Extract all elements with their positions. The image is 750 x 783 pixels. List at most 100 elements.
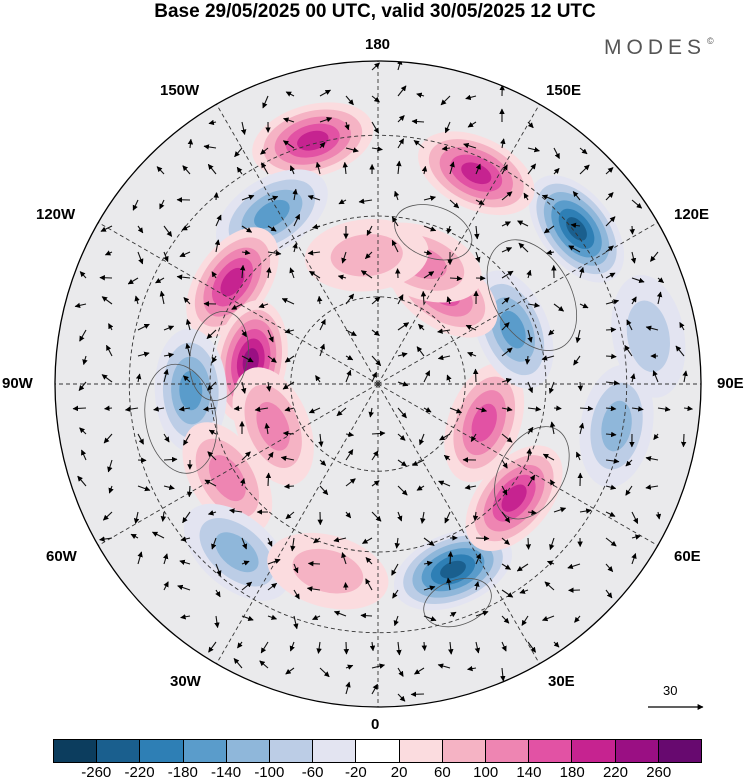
wind-vector <box>371 329 380 336</box>
wind-vector <box>241 615 254 621</box>
wind-vector <box>338 199 347 205</box>
wind-vector <box>267 582 278 591</box>
wind-vector <box>423 537 435 547</box>
map-title: Base 29/05/2025 00 UTC, valid 30/05/2025… <box>154 1 596 22</box>
wind-vector <box>475 163 481 175</box>
wind-vector <box>439 433 451 441</box>
wind-vector <box>130 533 139 540</box>
wind-vector <box>240 477 246 487</box>
colorbar-tick-label: -60 <box>301 764 324 781</box>
wind-vector <box>159 199 165 210</box>
colorbar-tick-label: -180 <box>167 764 198 781</box>
colorbar-tick-label: 180 <box>559 764 585 781</box>
wind-vector <box>397 693 406 702</box>
wind-vector <box>267 614 278 620</box>
wind-vector <box>472 511 479 522</box>
wind-vector <box>77 475 87 487</box>
wind-vector <box>631 277 645 284</box>
wind-vector <box>413 139 425 149</box>
wind-vector <box>418 323 425 331</box>
wind-vector <box>267 355 277 363</box>
wind-vector <box>572 191 581 201</box>
wind-vector <box>501 297 510 305</box>
wind-vector <box>423 249 433 256</box>
wind-vector <box>519 588 529 594</box>
wind-vector <box>605 511 616 517</box>
wind-vector <box>441 145 451 152</box>
wind-vector <box>577 381 584 392</box>
anomaly-contour <box>256 402 290 451</box>
colorbar-swatch <box>615 740 659 762</box>
wind-vector <box>280 455 295 462</box>
wind-vector <box>260 147 269 155</box>
meridian-line <box>377 383 658 546</box>
wind-vector <box>579 164 590 175</box>
wind-vector <box>285 91 295 97</box>
wind-vector <box>100 225 113 232</box>
wind-vector <box>446 577 452 591</box>
wind-vector <box>501 485 508 496</box>
wind-vector <box>159 290 165 305</box>
coastline-outline <box>494 426 570 520</box>
wind-vector <box>344 121 350 131</box>
wind-vector <box>99 536 113 542</box>
wind-vector <box>501 615 510 624</box>
wind-vector <box>307 250 321 256</box>
wind-vector <box>137 225 144 234</box>
wind-vector <box>394 190 400 201</box>
wind-vector <box>178 406 191 412</box>
wind-vector <box>266 381 272 392</box>
meridian-line <box>377 104 540 385</box>
wind-vector <box>124 406 139 412</box>
wind-vector <box>437 328 451 334</box>
wind-vector <box>185 342 191 357</box>
wind-vector <box>553 167 560 175</box>
wind-vector <box>137 433 144 445</box>
wind-vector <box>345 329 357 337</box>
wind-vector <box>527 381 534 394</box>
wind-vector <box>553 303 565 312</box>
lon-label-30w: 30W <box>170 673 201 690</box>
wind-vector <box>254 406 269 412</box>
wind-vector <box>214 239 221 253</box>
lon-label-30e: 30E <box>548 673 575 690</box>
wind-vector <box>553 507 567 513</box>
wind-vector <box>371 430 386 437</box>
wind-vector <box>134 295 140 305</box>
wind-vector <box>527 509 537 516</box>
wind-vector <box>463 142 477 149</box>
colorbar-tick-label: 60 <box>434 764 451 781</box>
wind-vector <box>155 277 165 284</box>
wind-vector <box>293 563 299 574</box>
wind-vector <box>231 303 243 310</box>
wind-vector <box>368 407 374 418</box>
wind-vector <box>475 610 489 617</box>
wind-vector <box>474 641 481 654</box>
colorbar-swatch <box>183 740 227 762</box>
wind-vector <box>525 537 532 550</box>
colorbar-swatch <box>54 740 98 762</box>
wind-vector <box>682 370 688 383</box>
colorbar-swatch <box>486 740 530 762</box>
wind-vector <box>631 199 643 209</box>
brand-text: MODES <box>604 36 707 59</box>
wind-vector <box>397 511 403 522</box>
wind-vector <box>501 433 513 443</box>
wind-vector <box>371 355 382 367</box>
wind-vector <box>527 426 534 435</box>
wind-vector <box>103 433 113 444</box>
wind-vector <box>423 195 436 201</box>
wind-vector <box>341 251 347 264</box>
wind-vector <box>78 381 87 391</box>
wind-vector <box>543 225 555 234</box>
anomaly-contour <box>254 199 290 229</box>
wind-vector <box>527 406 542 412</box>
wind-vector <box>211 271 217 279</box>
wind-vector <box>470 433 477 442</box>
wind-vector <box>397 667 404 677</box>
wind-vector <box>423 560 433 567</box>
meridian-line <box>98 383 379 546</box>
wind-vector <box>343 641 350 655</box>
wind-vector <box>501 377 512 384</box>
